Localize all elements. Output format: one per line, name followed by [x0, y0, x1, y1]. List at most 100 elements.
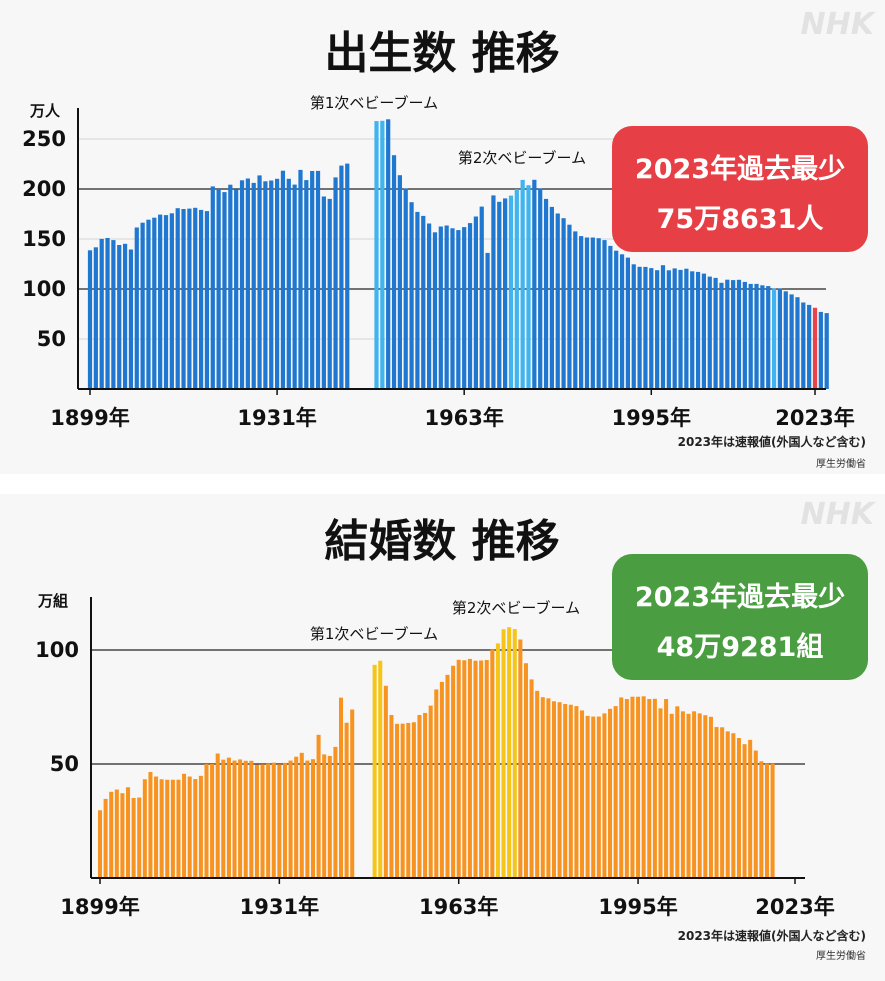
x-tick-label: 1995年 — [598, 895, 677, 919]
bar-1984 — [574, 706, 579, 878]
bar-1963 — [462, 227, 467, 389]
bar-1906 — [137, 797, 142, 878]
bar-2020 — [795, 297, 800, 389]
marriages-y-ticks: 50 100 — [35, 638, 79, 776]
bar-2017 — [759, 761, 764, 878]
bar-1976 — [529, 679, 534, 878]
bar-1908 — [140, 222, 145, 389]
bar-2003 — [695, 271, 701, 389]
bar-1954 — [409, 202, 414, 389]
bar-1917 — [193, 207, 198, 389]
bar-2012 — [731, 733, 736, 878]
births-record-low-badge — [612, 126, 868, 252]
bar-1991 — [625, 257, 631, 389]
bar-2022 — [807, 304, 812, 389]
bar-1987 — [591, 716, 596, 878]
y-tick-label: 100 — [35, 638, 79, 662]
bar-1983 — [579, 236, 584, 389]
bar-1951 — [389, 714, 394, 878]
bar-1965 — [467, 658, 472, 878]
bar-1927 — [251, 182, 256, 389]
bar-1939 — [322, 754, 327, 878]
bar-1913 — [169, 213, 174, 389]
bar-1915 — [181, 209, 186, 389]
bar-1912 — [163, 215, 169, 389]
births-chart-panel: NHK 出生数 推移 万人 50 100 150 200 250 1899年 1931年 1… — [0, 0, 885, 474]
bar-1924 — [238, 759, 243, 878]
bar-1969 — [490, 649, 495, 878]
bar-2002 — [690, 271, 695, 389]
x-tick-label: 2023年 — [755, 895, 834, 919]
bar-2003 — [680, 711, 685, 878]
bar-1986 — [596, 238, 601, 389]
y-tick-label: 250 — [22, 127, 66, 151]
bar-1918 — [198, 209, 204, 389]
bar-1971 — [501, 629, 506, 878]
bar-1956 — [417, 714, 422, 878]
bar-1937 — [310, 171, 315, 389]
bar-1904 — [117, 245, 122, 389]
bar-2010 — [720, 727, 725, 878]
bar-1916 — [187, 208, 192, 389]
bar-1979 — [546, 698, 551, 878]
bar-1949 — [380, 120, 385, 390]
bar-1932 — [282, 762, 287, 878]
bar-2014 — [760, 285, 765, 389]
bar-1934 — [292, 184, 297, 389]
births-boom1-label: 第1次ベビーブーム — [310, 94, 438, 112]
bar-1934 — [294, 756, 299, 878]
x-tick-label: 1931年 — [237, 406, 316, 430]
bar-2024 — [818, 311, 823, 389]
bar-1971 — [508, 195, 514, 389]
x-tick-label: 2023年 — [775, 406, 854, 430]
marriages-chart: NHK 結婚数 推移 万組 50 100 1899年 1931年 1963年 1995年… — [35, 497, 877, 962]
bar-1994 — [630, 696, 635, 878]
bar-2013 — [736, 738, 741, 878]
marriages-chart-panel: NHK 結婚数 推移 万組 50 100 1899年 1931年 1963年 1995年… — [0, 494, 885, 981]
births-bars — [87, 119, 829, 390]
bar-1935 — [299, 752, 304, 878]
bar-1903 — [111, 240, 116, 389]
bar-1943 — [344, 722, 349, 878]
bar-1977 — [543, 198, 549, 389]
bar-1968 — [491, 195, 496, 389]
bar-1919 — [204, 211, 210, 389]
bar-1941 — [333, 177, 338, 389]
bar-2013 — [754, 283, 759, 389]
bar-1973 — [520, 179, 525, 389]
bar-1931 — [274, 178, 280, 389]
bar-1921 — [216, 189, 221, 389]
bar-1953 — [400, 723, 405, 878]
bar-1950 — [386, 119, 391, 390]
births-note: 2023年は速報値(外国人など含む) — [678, 434, 866, 449]
bar-1981 — [567, 224, 572, 389]
x-tick-label: 1963年 — [424, 406, 503, 430]
births-badge-line2: 75万8631人 — [657, 204, 824, 235]
bar-1997 — [647, 699, 652, 878]
bar-1974 — [526, 185, 531, 389]
bar-1987 — [602, 240, 607, 389]
bar-1998 — [652, 698, 657, 878]
births-unit-label: 万人 — [29, 102, 61, 120]
bar-2008 — [708, 716, 713, 878]
births-badge-line1: 2023年過去最少 — [635, 153, 845, 185]
bar-1975 — [532, 179, 537, 389]
bar-1990 — [608, 708, 613, 878]
bar-1942 — [339, 165, 344, 389]
bar-2001 — [684, 268, 689, 389]
marriages-boom1-label: 第1次ベビーブーム — [310, 625, 438, 643]
bar-1976 — [538, 188, 543, 389]
bar-1909 — [146, 219, 151, 389]
bar-1988 — [596, 716, 601, 878]
bar-2017 — [777, 288, 783, 389]
bar-2002 — [675, 706, 680, 878]
bar-1916 — [193, 779, 198, 878]
bar-1978 — [540, 697, 545, 878]
bar-1952 — [397, 175, 402, 389]
bar-1929 — [263, 181, 268, 389]
bar-2007 — [703, 715, 708, 878]
bar-1922 — [222, 192, 227, 389]
bar-1923 — [228, 184, 233, 389]
marriages-source: 厚生労働省 — [816, 949, 866, 962]
bar-1937 — [310, 759, 316, 878]
